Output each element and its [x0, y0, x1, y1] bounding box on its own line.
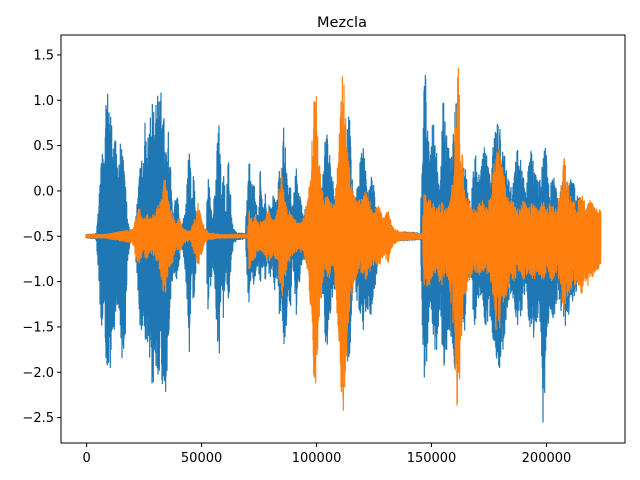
y-tick-label: 0.5: [33, 139, 54, 154]
y-tick-label: −2.0: [22, 366, 54, 381]
chart-title: Mezcla: [317, 15, 367, 31]
y-tick-label: −1.0: [22, 275, 54, 290]
series-line-2: [85, 67, 602, 411]
y-tick-label: 0.0: [33, 184, 54, 199]
y-tick-label: −1.5: [22, 320, 54, 335]
x-tick-label: 50000: [181, 451, 222, 466]
y-tick-label: −2.5: [22, 411, 54, 426]
series-layer: [85, 67, 602, 423]
y-axis: −2.5 −2.0 −1.5 −1.0 −0.5 0.0 0.5 1.0 1.5: [22, 48, 61, 426]
x-tick-label: 200000: [522, 451, 572, 466]
x-axis: 0 50000 100000 150000 200000: [82, 443, 571, 466]
y-tick-label: −0.5: [22, 230, 54, 245]
y-tick-label: 1.0: [33, 94, 54, 109]
y-tick-label: 1.5: [33, 48, 54, 63]
x-tick-label: 100000: [292, 451, 342, 466]
x-tick-label: 150000: [407, 451, 457, 466]
plot-frame: [60, 34, 626, 444]
x-tick-label: 0: [82, 451, 90, 466]
